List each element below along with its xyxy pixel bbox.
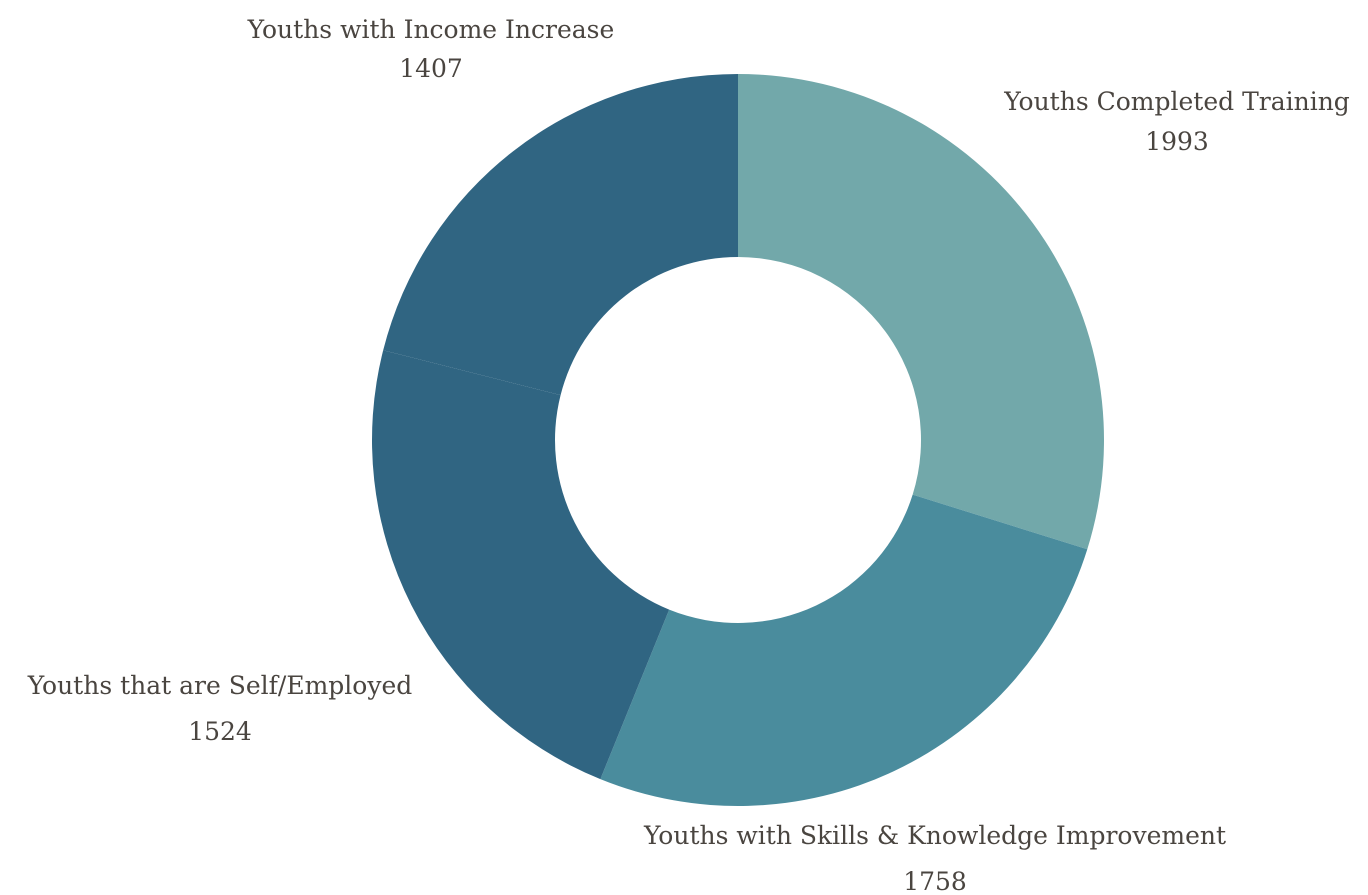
slice-value: 1758 (903, 867, 967, 895)
donut-slice (600, 494, 1088, 806)
slice-labels: Youths Completed Training 1993 Youths with… (27, 15, 1350, 895)
donut-slice (383, 74, 738, 396)
donut-slice (738, 74, 1104, 550)
slice-label: Youths Completed Training (1003, 87, 1350, 116)
slice-value: 1407 (399, 54, 463, 83)
slice-value: 1524 (188, 717, 252, 746)
slice-label: Youths that are Self/Employed (27, 671, 413, 700)
slice-label: Youths with Income Increase (247, 15, 615, 44)
slice-label: Youths with Skills & Knowledge Improveme… (643, 821, 1226, 850)
slice-value: 1993 (1145, 127, 1209, 156)
donut-slices (372, 74, 1104, 806)
donut-slice (372, 350, 670, 780)
